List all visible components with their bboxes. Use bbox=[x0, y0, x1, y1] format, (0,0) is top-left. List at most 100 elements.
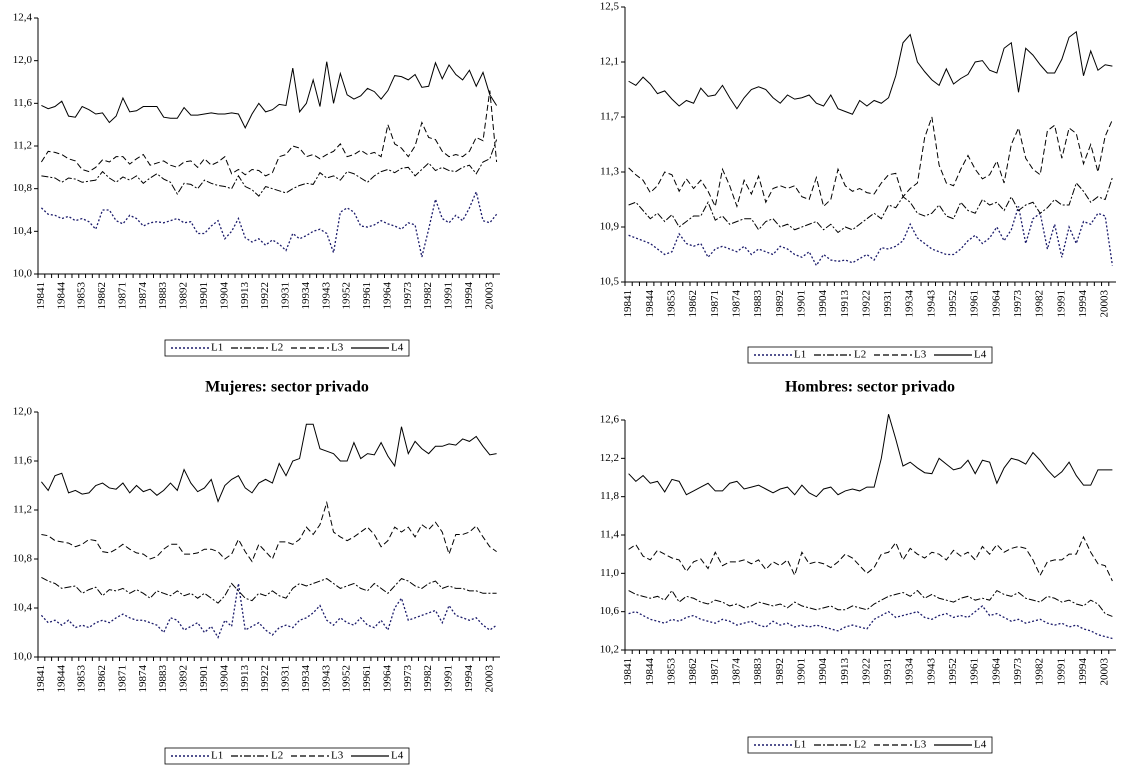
x-tick-label: 19922 bbox=[860, 290, 872, 318]
series-line bbox=[41, 500, 497, 563]
x-tick-label: 19871 bbox=[709, 290, 721, 318]
y-tick-label: 12,2 bbox=[600, 452, 619, 464]
x-tick-label: 19922 bbox=[259, 282, 271, 310]
x-tick-label: 19853 bbox=[76, 282, 88, 310]
y-tick-label: 11,7 bbox=[600, 111, 619, 123]
x-tick-label: 19874 bbox=[137, 665, 149, 693]
x-tick-label: 19934 bbox=[904, 290, 916, 318]
y-tick-label: 11,4 bbox=[600, 529, 619, 541]
x-tick-label: 19991 bbox=[443, 665, 455, 693]
x-tick-label: 19844 bbox=[644, 290, 656, 318]
x-tick-label: 19901 bbox=[198, 282, 210, 310]
x-tick-label: 19841 bbox=[622, 658, 634, 686]
x-tick-label: 19841 bbox=[35, 665, 47, 693]
legend-label: L2 bbox=[854, 349, 866, 361]
x-tick-label: 19892 bbox=[774, 290, 786, 318]
legend-label: L2 bbox=[271, 342, 283, 354]
y-tick-label: 10,0 bbox=[13, 268, 33, 280]
legend-box bbox=[747, 736, 993, 754]
x-tick-label: 19961 bbox=[361, 282, 373, 310]
x-tick-label: 19964 bbox=[990, 290, 1002, 318]
series-line bbox=[41, 423, 497, 503]
series-line bbox=[628, 414, 1113, 498]
x-tick-label: 19844 bbox=[55, 665, 67, 693]
x-tick-label: 19883 bbox=[752, 658, 764, 686]
x-tick-label: 19982 bbox=[422, 665, 434, 693]
y-tick-label: 11,6 bbox=[13, 455, 32, 467]
legend-label: L4 bbox=[974, 739, 987, 751]
x-tick-label: 19883 bbox=[752, 290, 764, 318]
series-line bbox=[628, 535, 1113, 582]
y-tick-label: 10,8 bbox=[13, 182, 33, 194]
legend-box bbox=[164, 747, 410, 765]
legend-label: L4 bbox=[974, 349, 987, 361]
y-tick-label: 12,6 bbox=[600, 414, 620, 426]
y-tick-label: 10,2 bbox=[600, 644, 619, 656]
chart-title: Mujeres: sector privado bbox=[205, 379, 369, 396]
legend-label: L1 bbox=[211, 342, 223, 354]
x-tick-label: 19964 bbox=[990, 658, 1002, 686]
x-tick-label: 19961 bbox=[969, 290, 981, 318]
x-tick-label: 19952 bbox=[947, 290, 959, 318]
x-tick-label: 19862 bbox=[96, 282, 108, 310]
x-tick-label: 19853 bbox=[76, 665, 88, 693]
x-tick-label: 19991 bbox=[1055, 658, 1067, 686]
x-tick-label: 19901 bbox=[795, 290, 807, 318]
y-tick-label: 11,3 bbox=[600, 166, 619, 178]
x-tick-label: 19931 bbox=[882, 290, 894, 318]
series-line bbox=[40, 189, 498, 258]
x-tick-label: 20003 bbox=[1099, 290, 1111, 318]
x-tick-label: 19961 bbox=[361, 665, 373, 693]
x-tick-label: 19964 bbox=[381, 665, 393, 693]
x-tick-label: 19991 bbox=[1055, 290, 1067, 318]
x-tick-label: 19904 bbox=[817, 290, 829, 318]
legend-label: L1 bbox=[794, 349, 806, 361]
x-tick-label: 19994 bbox=[463, 282, 475, 310]
x-tick-label: 19853 bbox=[665, 658, 677, 686]
y-tick-label: 12,1 bbox=[600, 56, 619, 68]
x-tick-label: 19883 bbox=[157, 665, 169, 693]
x-tick-label: 19931 bbox=[280, 282, 292, 310]
series-line bbox=[628, 30, 1113, 115]
x-tick-label: 19934 bbox=[904, 658, 916, 686]
x-tick-label: 19904 bbox=[218, 282, 230, 310]
x-tick-label: 19934 bbox=[300, 282, 312, 310]
y-tick-label: 11,2 bbox=[13, 140, 32, 152]
x-tick-label: 19952 bbox=[341, 665, 353, 693]
series-line bbox=[41, 61, 498, 130]
x-tick-label: 19844 bbox=[55, 282, 67, 310]
x-tick-label: 19934 bbox=[300, 665, 312, 693]
x-tick-label: 19862 bbox=[96, 665, 108, 693]
series-line bbox=[40, 90, 498, 177]
x-tick-label: 19961 bbox=[969, 658, 981, 686]
y-tick-label: 12,5 bbox=[600, 1, 620, 13]
x-tick-label: 19901 bbox=[198, 665, 210, 693]
x-tick-label: 19874 bbox=[730, 658, 742, 686]
x-tick-label: 19982 bbox=[1034, 290, 1046, 318]
x-tick-label: 19892 bbox=[178, 665, 190, 693]
x-tick-label: 19913 bbox=[839, 290, 851, 318]
x-tick-label: 19913 bbox=[239, 665, 251, 693]
x-tick-label: 19973 bbox=[402, 665, 414, 693]
series-line bbox=[41, 576, 497, 604]
y-tick-label: 12,0 bbox=[13, 54, 33, 66]
y-tick-label: 11,0 bbox=[600, 567, 619, 579]
legend-label: L3 bbox=[331, 750, 344, 762]
x-tick-label: 19994 bbox=[1077, 658, 1089, 686]
x-tick-label: 19922 bbox=[860, 658, 872, 686]
legend-label: L1 bbox=[794, 739, 806, 751]
x-tick-label: 19862 bbox=[687, 290, 699, 318]
x-tick-label: 19973 bbox=[1012, 657, 1024, 685]
legend-label: L2 bbox=[854, 739, 866, 751]
y-tick-label: 10,4 bbox=[13, 225, 33, 237]
series-line bbox=[628, 177, 1113, 234]
x-tick-label: 19874 bbox=[730, 290, 742, 318]
legend-label: L4 bbox=[391, 342, 404, 354]
x-tick-label: 19904 bbox=[218, 665, 230, 693]
y-tick-label: 11,2 bbox=[13, 504, 32, 516]
x-tick-label: 19943 bbox=[925, 658, 937, 686]
x-tick-label: 19994 bbox=[1077, 290, 1089, 318]
x-tick-label: 19994 bbox=[463, 665, 475, 693]
y-tick-label: 11,6 bbox=[13, 97, 32, 109]
